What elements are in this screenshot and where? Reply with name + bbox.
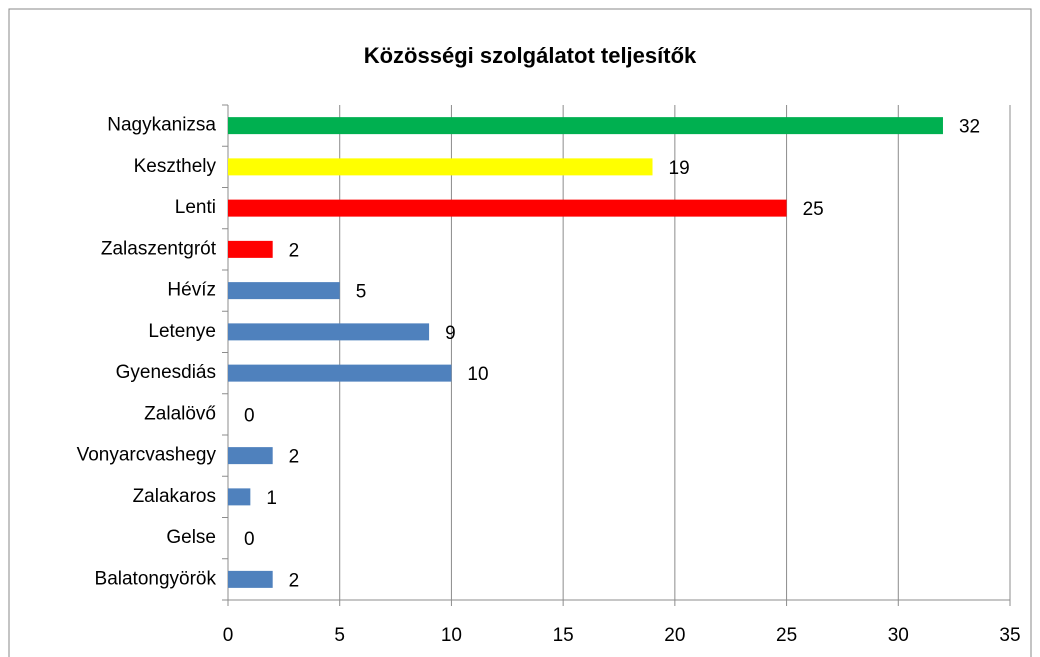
x-tick-label: 20 [664,625,685,646]
y-tick-label: Gelse [166,527,216,548]
bar [228,364,452,382]
chart-title: Közösségi szolgálatot teljesítők [364,43,697,68]
x-tick-label: 35 [999,625,1020,646]
data-label: 10 [467,364,488,385]
data-label: 19 [669,158,690,179]
data-label: 2 [289,447,300,468]
bar [228,570,273,588]
x-tick-label: 25 [776,625,797,646]
data-label: 9 [445,323,456,344]
data-label: 32 [959,117,980,138]
bar [228,488,251,506]
x-tick-label: 15 [553,625,574,646]
y-tick-label: Hévíz [167,280,216,301]
y-tick-label: Zalalövő [144,403,216,424]
x-tick-label: 0 [223,625,234,646]
bar [228,240,273,258]
y-tick-label: Vonyarcvashegy [77,445,217,466]
y-tick-label: Lenti [175,197,216,218]
data-label: 0 [244,529,255,550]
bar [228,117,943,135]
y-tick-label: Gyenesdiás [116,362,216,383]
data-label: 25 [803,199,824,220]
bar [228,323,430,341]
data-label: 1 [266,488,277,509]
data-label: 0 [244,405,255,426]
y-tick-label: Nagykanizsa [107,115,216,136]
y-tick-label: Zalaszentgrót [101,238,217,259]
bar [228,447,273,465]
x-tick-label: 10 [441,625,462,646]
data-label: 5 [356,282,367,303]
bar [228,282,340,300]
x-tick-label: 30 [888,625,909,646]
x-tick-label: 5 [334,625,345,646]
data-label: 2 [289,240,300,261]
chart-frame [8,8,1032,657]
bar [228,158,653,176]
y-tick-label: Keszthely [134,156,217,177]
bar [228,199,787,217]
y-tick-label: Letenye [148,321,216,342]
y-tick-label: Balatongyörök [95,568,217,589]
data-label: 2 [289,570,300,591]
y-tick-label: Zalakaros [133,486,216,507]
